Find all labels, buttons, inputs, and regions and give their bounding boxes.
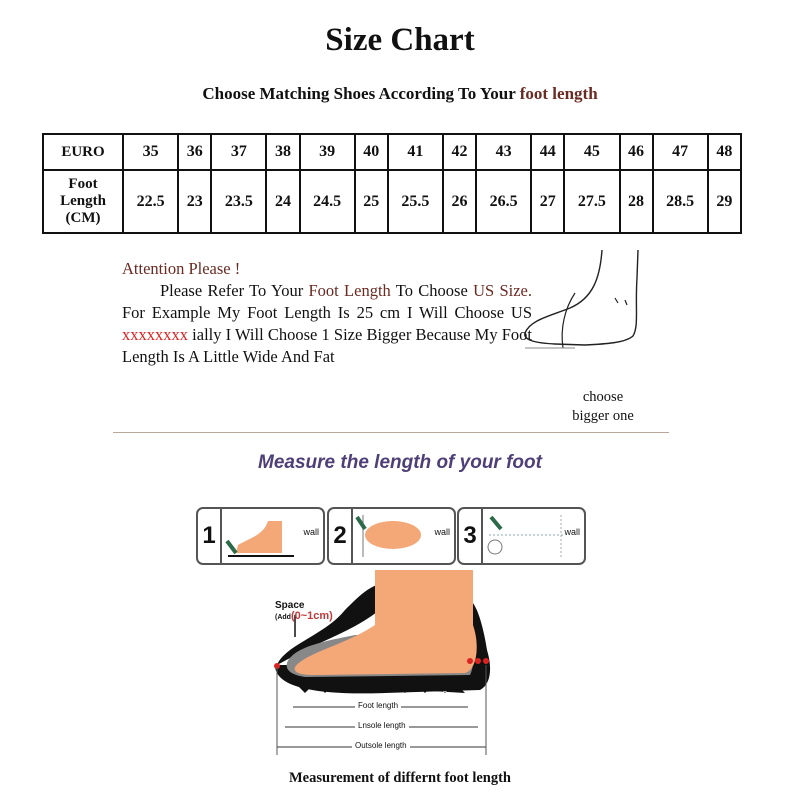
foot-top-icon [355, 515, 421, 557]
attention-body: Please Refer To Your Foot Length To Choo… [122, 280, 532, 368]
euro-size-cell: 42 [441, 133, 478, 171]
add-prefix: (Add [275, 614, 291, 621]
text-redacted: xxxxxxxx [122, 325, 188, 344]
euro-size-cell: 48 [706, 133, 743, 171]
euro-size-cell: 47 [651, 133, 709, 171]
foot-length-cell: 28.5 [651, 169, 709, 234]
euro-size-cell: 43 [475, 133, 533, 171]
size-table: EURO 35 36 37 38 39 40 41 42 43 44 45 46 47 48 Foot Le… [42, 133, 743, 234]
euro-size-cell: 40 [353, 133, 389, 171]
foot-length-cell: 24.5 [298, 169, 356, 234]
outsole-length-label: Outsole length [352, 741, 410, 750]
footer-caption: Measurement of differnt foot length [288, 770, 512, 786]
foot-length-cell: 22.5 [121, 169, 180, 234]
text: For Example My Foot Length Is 25 cm I Wi… [122, 303, 532, 322]
row-header-foot-length: Foot Length (CM) [42, 169, 124, 234]
foot-length-cell: 23.5 [210, 169, 268, 234]
subtitle-highlight: foot length [519, 84, 598, 103]
space-label: Space (Add(0~1cm) [275, 600, 333, 623]
subtitle-text: Choose Matching Shoes According To Your [202, 84, 520, 103]
euro-size-cell: 37 [210, 133, 268, 171]
euro-size-cell: 38 [265, 133, 301, 171]
foot-length-cell: 28 [618, 169, 654, 234]
subtitle: Choose Matching Shoes According To Your … [0, 84, 800, 104]
foot-length-row: Foot Length (CM) 22.5 23 23.5 24 24.5 25 25.5 26… [42, 169, 743, 234]
wall-label: wall [303, 527, 319, 537]
step-3: 3 wall [457, 507, 586, 565]
foot-length-cell: 23 [177, 169, 213, 234]
step-number: 2 [329, 509, 353, 563]
note-line: choose [582, 389, 624, 405]
foot-length-cell: 27.5 [563, 169, 621, 234]
attention-note: Attention Please ! Please Refer To Your … [122, 258, 532, 368]
foot-length-cell: 27 [530, 169, 566, 234]
text-highlight: US Size. [473, 281, 532, 300]
foot-length-cell: 29 [706, 169, 743, 234]
divider [113, 432, 669, 433]
foot-length-cell: 25.5 [386, 169, 444, 234]
foot-side-icon [225, 521, 294, 557]
choose-bigger-note: choose bigger one [560, 388, 646, 426]
attention-heading: Attention Please ! [122, 259, 241, 278]
step-2: 2 wall [327, 507, 456, 565]
wall-label: wall [434, 527, 450, 537]
foot-length-cell: 26.5 [475, 169, 533, 234]
euro-size-cell: 41 [386, 133, 444, 171]
euro-size-cell: 36 [177, 133, 213, 171]
text-highlight: Foot Length [308, 281, 391, 300]
euro-size-cell: 45 [563, 133, 621, 171]
text: To Choose [390, 281, 474, 300]
foot-length-cell: 24 [265, 169, 301, 234]
space-text: Space [275, 600, 305, 611]
step-1: 1 wall [196, 507, 325, 565]
foot-length-label: Foot length [355, 701, 402, 710]
row-header-euro: EURO [42, 133, 124, 171]
text: ially I Will Choose 1 Size Bigger Becaus… [122, 325, 532, 366]
foot-length-cell: 26 [441, 169, 478, 234]
euro-size-cell: 44 [530, 133, 566, 171]
euro-size-cell: 46 [618, 133, 654, 171]
wall-label: wall [564, 527, 580, 537]
step-number: 1 [198, 509, 222, 563]
foot-length-cell: 25 [353, 169, 389, 234]
note-line: bigger one [572, 408, 634, 424]
measure-heading: Measure the length of your foot [258, 452, 542, 473]
add-value: (0~1cm) [290, 610, 333, 622]
euro-row: EURO 35 36 37 38 39 40 41 42 43 44 45 46 47 48 [42, 133, 743, 171]
text: Please Refer To Your [160, 281, 309, 300]
ruler-icon [487, 515, 565, 557]
foot-sketch-icon [524, 249, 639, 349]
shoe-diagram [274, 570, 491, 755]
step-number: 3 [459, 509, 483, 563]
euro-size-cell: 39 [298, 133, 356, 171]
page-title: Size Chart [325, 22, 475, 58]
insole-length-label: Lnsole length [355, 721, 409, 730]
euro-size-cell: 35 [121, 133, 180, 171]
